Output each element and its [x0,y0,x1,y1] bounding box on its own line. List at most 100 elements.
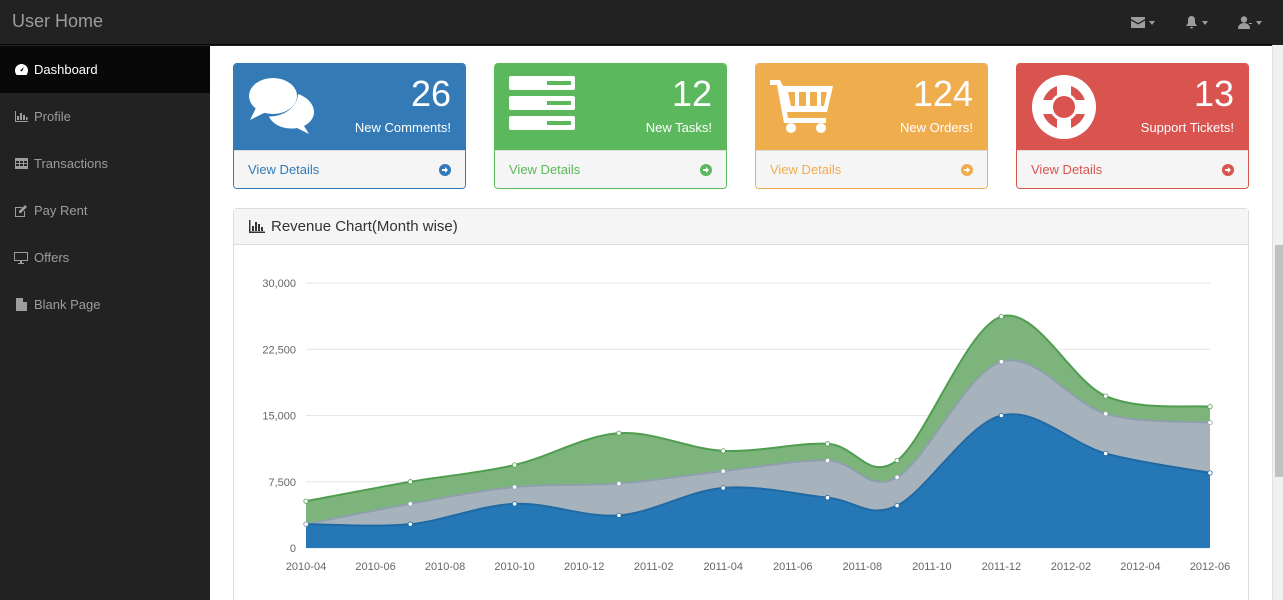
data-point [1207,470,1213,476]
orders-card: 124 New Orders! View Details [755,63,988,189]
tasks-label: New Tasks! [645,120,712,135]
panel-heading: Revenue Chart(Month wise) [234,209,1248,245]
alerts-dropdown[interactable] [1185,16,1208,29]
tasks-count: 12 [671,73,712,114]
shopping-cart-icon [770,80,833,133]
y-tick-label: 15,000 [262,411,296,423]
series-line [305,413,1211,527]
data-point [998,359,1004,365]
sidebar-item-label: Profile [34,109,71,124]
x-tick-label: 2010-06 [355,561,395,573]
y-tick-label: 7,500 [268,477,296,489]
tasks-icon [509,76,575,130]
messages-dropdown[interactable] [1131,17,1155,28]
data-point [512,462,518,468]
comments-icon [249,78,314,134]
y-tick-label: 0 [290,543,296,555]
x-tick-label: 2012-02 [1051,561,1091,573]
arrow-circle-right-icon [961,163,973,176]
x-tick-label: 2011-04 [703,561,743,573]
data-point [512,501,518,507]
data-point [1207,404,1213,410]
x-tick-label: 2010-10 [494,561,534,573]
data-point [616,430,622,436]
panel-title: Revenue Chart(Month wise) [271,218,458,235]
data-point [303,521,309,527]
data-point [407,479,413,485]
sidebar-item-label: Transactions [34,156,108,171]
data-point [1103,411,1109,417]
x-tick-label: 2012-06 [1190,561,1230,573]
page-scrollbar[interactable] [1272,45,1283,600]
data-point [894,502,900,509]
table-icon [14,157,28,171]
data-point [720,468,726,474]
data-point [1103,393,1109,399]
view-details-link[interactable]: View Details [509,162,581,177]
y-tick-label: 30,000 [262,278,296,290]
comments-label: New Comments! [354,120,451,135]
arrow-circle-right-icon [1222,163,1234,176]
x-tick-label: 2011-10 [912,561,952,573]
x-tick-label: 2012-04 [1120,561,1160,573]
bell-icon [1186,16,1197,29]
comments-card: 26 New Comments! View Details [233,63,466,189]
sidebar-item-offers[interactable]: Offers [0,234,210,281]
x-tick-label: 2010-04 [286,561,326,573]
scrollbar-thumb[interactable] [1275,245,1283,477]
data-point [894,474,900,480]
chevron-down-icon [1256,20,1262,25]
support-count: 13 [1193,73,1234,114]
revenue-panel: Revenue Chart(Month wise) 0 7,500 15,000 22… [233,208,1249,600]
comments-view-details[interactable]: View Details [234,150,465,188]
top-navbar: User Home [0,0,1272,45]
tasks-card: 12 New Tasks! View Details [494,63,727,189]
orders-view-details[interactable]: View Details [756,150,987,188]
view-details-link[interactable]: View Details [770,162,842,177]
main-content: 26 New Comments! View Details 12 New Tas… [210,46,1272,600]
data-point [824,457,831,464]
view-details-link[interactable]: View Details [248,162,320,177]
top-nav-items [1101,0,1262,45]
comments-count: 26 [410,73,451,114]
series-line [305,314,1211,503]
orders-label: New Orders! [900,120,973,135]
card-header: 13 Support Tickets! [1017,64,1248,150]
x-tick-label: 2010-12 [564,561,604,573]
dashboard-icon [14,63,28,77]
support-card: 13 Support Tickets! View Details [1016,63,1249,189]
chevron-down-icon [1202,20,1208,25]
sidebar-item-dashboard[interactable]: Dashboard [0,46,210,93]
x-tick-label: 2011-12 [982,561,1022,573]
sidebar-item-label: Blank Page [34,297,101,312]
arrow-circle-right-icon [700,163,712,176]
desktop-icon [14,251,28,265]
y-tick-label: 22,500 [262,344,296,356]
brand-title[interactable]: User Home [12,11,104,31]
orders-count: 124 [912,73,973,114]
life-ring-icon [1032,75,1096,139]
sidebar-item-label: Offers [34,250,70,265]
sidebar-item-profile[interactable]: Profile [0,93,210,140]
tasks-view-details[interactable]: View Details [495,150,726,188]
user-dropdown[interactable] [1238,16,1262,29]
support-label: Support Tickets! [1140,120,1234,135]
data-point [1103,450,1109,457]
series-line [305,359,1211,526]
user-icon [1238,16,1252,29]
data-point [303,498,309,504]
sidebar-item-blank-page[interactable]: Blank Page [0,281,210,328]
data-point [824,495,831,501]
data-point [616,512,622,518]
data-point [720,448,726,454]
x-tick-label: 2011-02 [634,561,674,573]
revenue-chart: 0 7,500 15,000 22,500 30,000 2010-04 2010-06 20… [262,278,1230,573]
data-point [824,441,831,447]
data-point [998,412,1004,419]
chevron-down-icon [1149,20,1155,25]
support-view-details[interactable]: View Details [1017,150,1248,188]
sidebar-item-transactions[interactable]: Transactions [0,140,210,187]
sidebar-item-pay-rent[interactable]: Pay Rent [0,187,210,234]
card-header: 12 New Tasks! [495,64,726,150]
view-details-link[interactable]: View Details [1031,162,1103,177]
